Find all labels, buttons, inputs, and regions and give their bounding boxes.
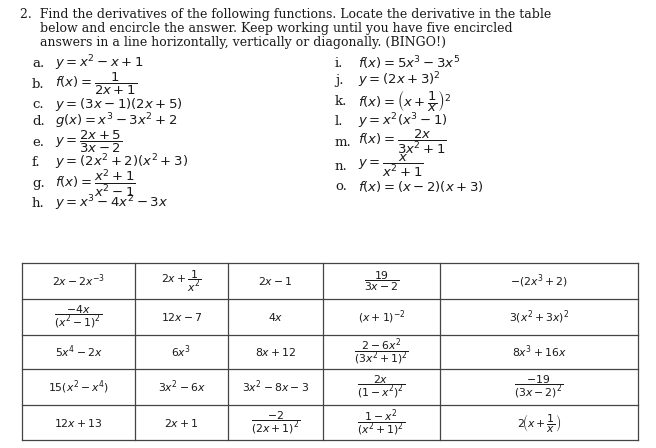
Text: o.: o. bbox=[335, 180, 347, 193]
Text: $12x-7$: $12x-7$ bbox=[161, 311, 202, 323]
Text: $\dfrac{1-x^2}{(x^2+1)^2}$: $\dfrac{1-x^2}{(x^2+1)^2}$ bbox=[358, 407, 405, 438]
Text: $3x^2-6x$: $3x^2-6x$ bbox=[157, 379, 205, 395]
Text: f.: f. bbox=[32, 156, 41, 169]
Text: m.: m. bbox=[335, 135, 352, 148]
Text: $\dfrac{-4x}{(x^2-1)^2}$: $\dfrac{-4x}{(x^2-1)^2}$ bbox=[54, 304, 102, 330]
Text: below and encircle the answer. Keep working until you have five encircled: below and encircle the answer. Keep work… bbox=[20, 22, 512, 35]
Text: $y = \dfrac{x}{x^2+1}$: $y = \dfrac{x}{x^2+1}$ bbox=[358, 153, 424, 179]
Text: l.: l. bbox=[335, 115, 344, 128]
Text: g.: g. bbox=[32, 177, 45, 190]
Text: i.: i. bbox=[335, 57, 343, 70]
Text: $\dfrac{2x}{(1-x^2)^2}$: $\dfrac{2x}{(1-x^2)^2}$ bbox=[358, 374, 405, 400]
Text: $3x^2-8x-3$: $3x^2-8x-3$ bbox=[242, 379, 309, 395]
Text: $\dfrac{2-6x^2}{(3x^2+1)^2}$: $\dfrac{2-6x^2}{(3x^2+1)^2}$ bbox=[354, 336, 409, 367]
Text: $3(x^2+3x)^2$: $3(x^2+3x)^2$ bbox=[509, 308, 569, 326]
Text: $2x+1$: $2x+1$ bbox=[164, 417, 199, 428]
Text: $\dfrac{19}{3x-2}$: $\dfrac{19}{3x-2}$ bbox=[363, 269, 400, 293]
Text: $y = x^2 - x + 1$: $y = x^2 - x + 1$ bbox=[55, 54, 144, 73]
Text: b.: b. bbox=[32, 78, 45, 90]
Text: $y = x^2(x^3-1)$: $y = x^2(x^3-1)$ bbox=[358, 112, 447, 131]
Text: $f(x) = \dfrac{1}{2x+1}$: $f(x) = \dfrac{1}{2x+1}$ bbox=[55, 71, 137, 97]
Text: $(x+1)^{-2}$: $(x+1)^{-2}$ bbox=[358, 308, 405, 326]
Text: $y = \dfrac{2x+5}{3x-2}$: $y = \dfrac{2x+5}{3x-2}$ bbox=[55, 129, 123, 155]
Text: $6x^3$: $6x^3$ bbox=[171, 344, 192, 360]
Text: $2x + \dfrac{1}{x^2}$: $2x + \dfrac{1}{x^2}$ bbox=[161, 268, 202, 293]
Text: e.: e. bbox=[32, 135, 44, 148]
Text: $4x$: $4x$ bbox=[268, 311, 283, 323]
Text: answers in a line horizontally, vertically or diagonally. (BINGO!): answers in a line horizontally, vertical… bbox=[20, 36, 446, 49]
Text: $8x+12$: $8x+12$ bbox=[255, 346, 297, 358]
Text: $2x - 2x^{-3}$: $2x - 2x^{-3}$ bbox=[52, 273, 105, 289]
Text: $2x-1$: $2x-1$ bbox=[258, 275, 293, 287]
Text: 2.  Find the derivatives of the following functions. Locate the derivative in th: 2. Find the derivatives of the following… bbox=[20, 8, 551, 21]
Text: a.: a. bbox=[32, 57, 44, 70]
Text: k.: k. bbox=[335, 95, 348, 108]
Text: $12x+13$: $12x+13$ bbox=[54, 417, 103, 428]
Text: $-(2x^3+2)$: $-(2x^3+2)$ bbox=[510, 272, 568, 290]
Text: $f(x) = \left(x + \dfrac{1}{x}\right)^2$: $f(x) = \left(x + \dfrac{1}{x}\right)^2$ bbox=[358, 88, 451, 114]
Text: $5x^4-2x$: $5x^4-2x$ bbox=[54, 344, 102, 360]
Text: $y = (2x^2+2)(x^2+3)$: $y = (2x^2+2)(x^2+3)$ bbox=[55, 153, 188, 172]
Text: $8x^3+16x$: $8x^3+16x$ bbox=[512, 344, 566, 360]
Text: c.: c. bbox=[32, 98, 44, 111]
Text: $y = (2x+3)^2$: $y = (2x+3)^2$ bbox=[358, 71, 441, 90]
Text: $2\!\left(x+\dfrac{1}{x}\right)$: $2\!\left(x+\dfrac{1}{x}\right)$ bbox=[517, 412, 561, 434]
Text: $f(x) = (x-2)(x+3)$: $f(x) = (x-2)(x+3)$ bbox=[358, 179, 483, 194]
Text: d.: d. bbox=[32, 115, 45, 128]
Text: j.: j. bbox=[335, 74, 344, 87]
Text: $\dfrac{-19}{(3x-2)^2}$: $\dfrac{-19}{(3x-2)^2}$ bbox=[514, 374, 564, 400]
Text: n.: n. bbox=[335, 159, 348, 172]
Text: $f(x) = \dfrac{x^2+1}{x^2-1}$: $f(x) = \dfrac{x^2+1}{x^2-1}$ bbox=[55, 167, 136, 199]
Text: $\dfrac{-2}{(2x+1)^2}$: $\dfrac{-2}{(2x+1)^2}$ bbox=[251, 409, 300, 435]
Text: h.: h. bbox=[32, 197, 45, 210]
Text: $g(x) = x^3 - 3x^2 + 2$: $g(x) = x^3 - 3x^2 + 2$ bbox=[55, 112, 177, 131]
Text: $y = (3x-1)(2x+5)$: $y = (3x-1)(2x+5)$ bbox=[55, 96, 183, 113]
Text: $f(x) = 5x^3 - 3x^5$: $f(x) = 5x^3 - 3x^5$ bbox=[358, 55, 461, 72]
Text: $15(x^2-x^4)$: $15(x^2-x^4)$ bbox=[48, 378, 109, 396]
Text: $y = x^3 - 4x^2 - 3x$: $y = x^3 - 4x^2 - 3x$ bbox=[55, 194, 168, 213]
Text: $f(x) = \dfrac{2x}{3x^2+1}$: $f(x) = \dfrac{2x}{3x^2+1}$ bbox=[358, 128, 447, 156]
